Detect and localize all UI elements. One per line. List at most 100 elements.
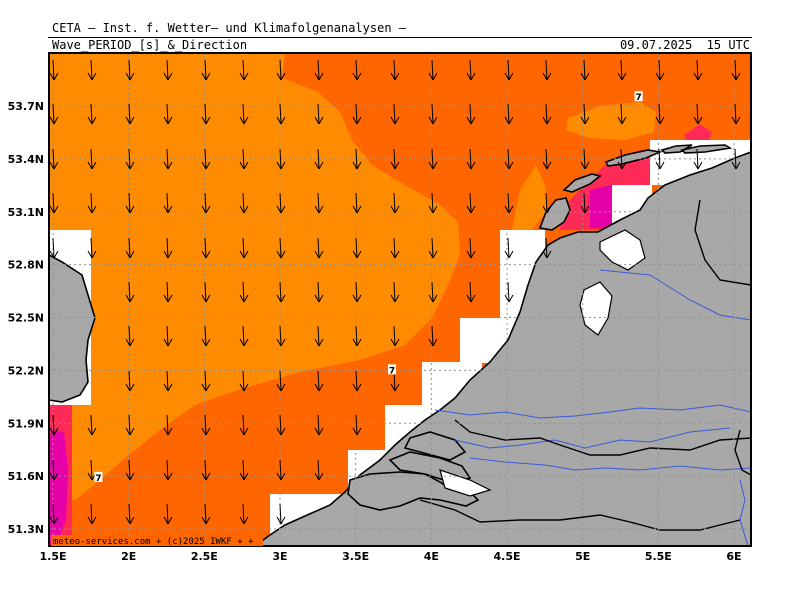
- credit-text: meteo-services.com + (c)2025 IWKF + +: [53, 537, 254, 547]
- arrow-down-icon: [466, 59, 476, 81]
- arrow-down-icon: [163, 459, 173, 481]
- arrow-down-icon: [201, 370, 211, 392]
- arrow-down-icon: [731, 59, 741, 81]
- arrow-down-icon: [617, 59, 627, 81]
- arrow-down-icon: [731, 103, 741, 125]
- arrow-down-icon: [239, 459, 249, 481]
- rivers: [434, 269, 751, 546]
- valid-time-label: 09.07.2025 15 UTC: [619, 38, 750, 52]
- arrow-down-icon: [276, 192, 286, 214]
- arrow-down-icon: [49, 59, 59, 81]
- arrow-down-icon: [390, 148, 400, 170]
- arrow-down-icon: [201, 192, 211, 214]
- sea-period-4-5-coast: [590, 185, 612, 228]
- period-label: 7: [389, 366, 395, 376]
- arrow-down-icon: [87, 59, 97, 81]
- arrow-down-icon: [49, 503, 59, 525]
- arrow-down-icon: [163, 414, 173, 436]
- arrow-down-icon: [428, 103, 438, 125]
- arrow-down-icon: [504, 281, 514, 303]
- texel-island: [538, 197, 571, 231]
- arrow-down-icon: [504, 59, 514, 81]
- arrow-down-icon: [163, 103, 173, 125]
- arrow-down-icon: [125, 192, 135, 214]
- arrow-down-icon: [352, 325, 362, 347]
- arrow-down-icon: [125, 325, 135, 347]
- arrow-down-icon: [49, 237, 59, 259]
- arrow-down-icon: [163, 192, 173, 214]
- arrow-down-icon: [466, 281, 476, 303]
- arrow-down-icon: [87, 148, 97, 170]
- y-tick-label: 52.2N: [8, 364, 44, 377]
- arrow-down-icon: [390, 103, 400, 125]
- arrow-down-icon: [428, 325, 438, 347]
- arrow-down-icon: [428, 59, 438, 81]
- y-tick-label: 53.1N: [8, 206, 44, 219]
- arrow-down-icon: [201, 414, 211, 436]
- arrow-down-icon: [352, 148, 362, 170]
- arrow-down-icon: [314, 414, 324, 436]
- header-bar: [48, 37, 752, 54]
- arrow-down-icon: [276, 503, 286, 525]
- arrow-down-icon: [276, 59, 286, 81]
- arrow-down-icon: [276, 281, 286, 303]
- arrow-down-icon: [542, 148, 552, 170]
- arrow-down-icon: [390, 281, 400, 303]
- arrow-down-icon: [617, 148, 627, 170]
- y-tick-label: 53.7N: [8, 100, 44, 113]
- y-tick-label: 51.3N: [8, 523, 44, 536]
- arrow-down-icon: [201, 237, 211, 259]
- arrow-down-icon: [693, 148, 703, 170]
- arrow-down-icon: [201, 103, 211, 125]
- arrow-down-icon: [466, 192, 476, 214]
- arrow-down-icon: [239, 325, 249, 347]
- arrow-down-icon: [201, 459, 211, 481]
- arrow-down-icon: [49, 192, 59, 214]
- arrow-down-icon: [163, 59, 173, 81]
- arrow-down-icon: [163, 503, 173, 525]
- arrow-down-icon: [352, 192, 362, 214]
- variable-label: Wave_PERIOD_[s]_&_Direction: [52, 38, 248, 52]
- map-frame: [48, 52, 752, 547]
- arrow-down-icon: [314, 237, 324, 259]
- arrow-down-icon: [276, 325, 286, 347]
- arrow-down-icon: [693, 59, 703, 81]
- borders: [419, 199, 751, 531]
- arrow-down-icon: [352, 281, 362, 303]
- arrow-down-icon: [352, 237, 362, 259]
- arrow-down-icon: [125, 59, 135, 81]
- arrow-down-icon: [428, 281, 438, 303]
- arrow-down-icon: [87, 414, 97, 436]
- arrow-down-icon: [276, 237, 286, 259]
- arrow-down-icon: [352, 414, 362, 436]
- arrow-down-icon: [125, 103, 135, 125]
- sea-period-7-8-patch: [566, 102, 656, 140]
- arrow-down-icon: [276, 148, 286, 170]
- arrow-down-icon: [239, 148, 249, 170]
- arrow-down-icon: [276, 370, 286, 392]
- arrow-down-icon: [239, 192, 249, 214]
- arrow-down-icon: [352, 103, 362, 125]
- arrow-down-icon: [201, 148, 211, 170]
- arrow-down-icon: [314, 459, 324, 481]
- arrow-down-icon: [125, 503, 135, 525]
- arrow-down-icon: [390, 59, 400, 81]
- x-tick-label: 3E: [272, 550, 287, 563]
- x-axis-ticks: 1.5E 2E 2.5E 3E 3.5E 4E 4.5E 5E 5.5E 6E: [39, 550, 741, 563]
- arrow-down-icon: [580, 148, 590, 170]
- arrow-down-icon: [276, 459, 286, 481]
- arrow-down-icon: [504, 103, 514, 125]
- arrow-down-icon: [49, 414, 59, 436]
- arrow-down-icon: [163, 370, 173, 392]
- arrow-down-icon: [239, 281, 249, 303]
- east-frisian-islands: [660, 144, 733, 154]
- arrow-down-icon: [49, 103, 59, 125]
- arrow-down-icon: [504, 192, 514, 214]
- arrow-down-icon: [239, 103, 249, 125]
- arrow-down-icon: [87, 503, 97, 525]
- arrow-down-icon: [655, 148, 665, 170]
- arrow-down-icon: [352, 370, 362, 392]
- x-tick-label: 3.5E: [342, 550, 369, 563]
- arrow-down-icon: [428, 237, 438, 259]
- y-tick-label: 52.8N: [8, 259, 44, 272]
